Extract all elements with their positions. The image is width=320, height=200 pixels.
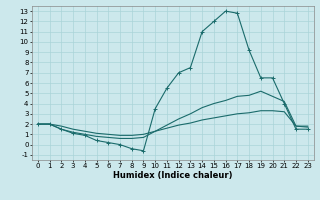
X-axis label: Humidex (Indice chaleur): Humidex (Indice chaleur) bbox=[113, 171, 233, 180]
